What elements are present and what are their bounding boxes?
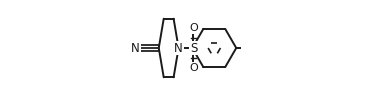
Text: N: N xyxy=(174,41,183,55)
Text: N: N xyxy=(131,41,140,55)
Text: O: O xyxy=(189,63,198,73)
Text: S: S xyxy=(190,41,197,55)
Text: O: O xyxy=(189,23,198,33)
